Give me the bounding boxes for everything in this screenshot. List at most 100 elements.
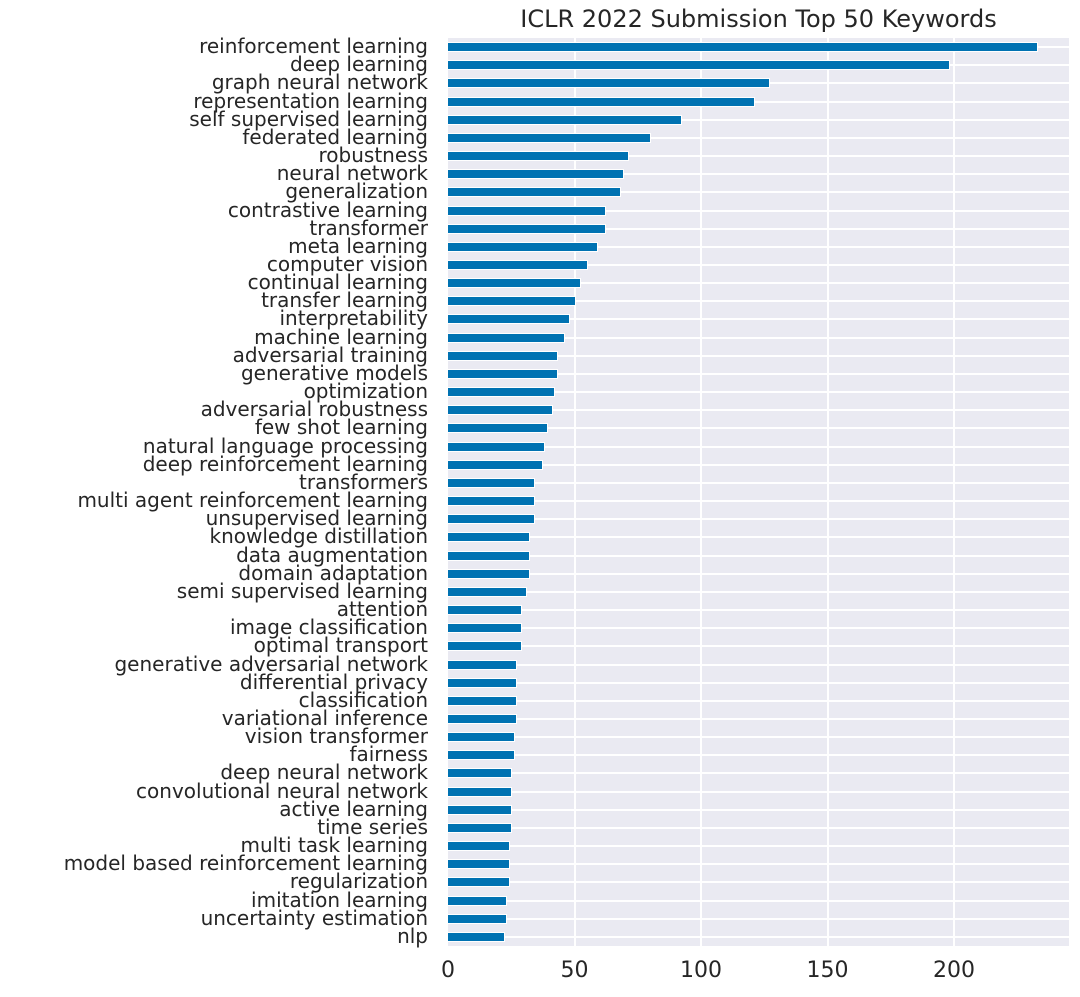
y-tick-label: self supervised learning <box>189 106 428 131</box>
y-tick-label: variational inference <box>221 706 428 730</box>
bar-neural-network <box>448 170 623 179</box>
bar-active-learning <box>448 805 512 814</box>
bar-robustness <box>448 152 628 161</box>
y-tick-label: attention <box>336 597 428 622</box>
bar-contrastive-learning <box>448 206 605 215</box>
bar-classification <box>448 696 517 705</box>
x-tick-label: 150 <box>806 958 849 983</box>
gridline-x-200 <box>953 38 955 946</box>
y-tick-label: nlp <box>397 923 428 948</box>
gridline-y <box>448 264 1069 266</box>
bar-generative-models <box>448 369 557 378</box>
gridline-y <box>448 826 1069 829</box>
gridline-y <box>448 300 1069 303</box>
gridline-y <box>448 336 1069 339</box>
bar-generalization <box>448 188 621 197</box>
bar-fairness <box>448 751 514 760</box>
y-tick-label: transformers <box>299 469 428 494</box>
y-tick-label: convolutional neural network <box>136 778 428 803</box>
bar-deep-neural-network <box>448 769 512 778</box>
y-tick-label: knowledge distillation <box>209 524 428 549</box>
x-tick-label: 0 <box>441 958 455 983</box>
bar-convolutional-neural-network <box>448 787 512 796</box>
y-tick-label: reinforcement learning <box>199 34 428 59</box>
bar-generative-adversarial-network <box>448 660 517 669</box>
bar-continual-learning <box>448 279 580 288</box>
y-tick-label: deep reinforcement learning <box>142 451 428 476</box>
gridline-y <box>448 863 1069 866</box>
y-tick-label: generative models <box>240 360 428 385</box>
y-tick-label: active learning <box>279 796 428 821</box>
gridline-y <box>448 354 1069 357</box>
gridline-y <box>448 935 1069 938</box>
bar-optimal-transport <box>448 642 522 651</box>
y-tick-label: deep learning <box>290 52 428 77</box>
gridline-y <box>448 718 1069 720</box>
bar-optimization <box>448 388 555 397</box>
gridline-y <box>448 645 1069 648</box>
gridline-x-50 <box>573 38 576 946</box>
chart-title: ICLR 2022 Submission Top 50 Keywords <box>520 5 997 33</box>
bar-transformers <box>448 478 535 487</box>
y-tick-label: multi task learning <box>240 833 428 858</box>
y-tick-label: generalization <box>285 179 428 204</box>
bar-model-based-reinforcement-learning <box>448 860 509 869</box>
plot-area <box>448 38 1069 946</box>
bar-transformer <box>448 224 605 233</box>
bar-uncertainty-estimation <box>448 914 507 923</box>
bar-semi-supervised-learning <box>448 587 527 596</box>
gridline-y <box>448 518 1069 521</box>
y-tick-label: federated learning <box>242 124 428 149</box>
y-tick-label: multi agent reinforcement learning <box>77 488 428 513</box>
bar-multi-agent-reinforcement-learning <box>448 497 535 506</box>
bar-variational-inference <box>448 715 517 723</box>
bar-vision-transformer <box>448 733 514 742</box>
y-tick-label: regularization <box>289 869 428 894</box>
y-tick-label: image classification <box>229 615 428 640</box>
y-tick-label: unsupervised learning <box>205 506 428 531</box>
gridline-y <box>448 790 1069 793</box>
bar-image-classification <box>448 624 522 633</box>
gridline-y <box>448 772 1069 775</box>
bar-knowledge-distillation <box>448 533 529 542</box>
bar-machine-learning <box>448 333 565 342</box>
bar-deep-learning <box>448 61 949 70</box>
bar-natural-language-processing <box>448 442 545 451</box>
gridline-y <box>448 118 1069 121</box>
gridline-y <box>448 372 1069 375</box>
bar-reinforcement-learning <box>448 43 1038 52</box>
gridline-y <box>448 481 1069 484</box>
x-tick-label: 50 <box>560 958 589 983</box>
y-tick-label: natural language processing <box>142 433 428 458</box>
gridline-y <box>448 917 1069 920</box>
bar-meta-learning <box>448 242 598 251</box>
gridline-y <box>448 427 1069 430</box>
bar-adversarial-training <box>448 351 557 360</box>
bar-deep-reinforcement-learning <box>448 460 542 469</box>
y-tick-label: fairness <box>349 742 428 767</box>
y-tick-label: model based reinforcement learning <box>63 851 428 876</box>
y-tick-label: continual learning <box>247 270 428 295</box>
bar-federated-learning <box>448 133 651 142</box>
y-tick-label: uncertainty estimation <box>200 905 428 930</box>
gridline-y <box>448 227 1069 230</box>
bar-transfer-learning <box>448 297 575 306</box>
y-tick-label: meta learning <box>288 233 428 258</box>
bar-regularization <box>448 878 509 887</box>
gridline-y <box>448 899 1069 902</box>
gridline-y <box>448 736 1069 739</box>
gridline-y <box>448 173 1069 176</box>
bar-computer-vision <box>448 261 588 269</box>
gridline-y <box>448 881 1069 884</box>
y-tick-label: contrastive learning <box>227 197 428 222</box>
y-tick-label: data augmentation <box>236 542 428 567</box>
y-tick-label: classification <box>298 687 428 712</box>
gridline-y <box>448 754 1069 757</box>
bar-multi-task-learning <box>448 842 509 851</box>
y-tick-label: robustness <box>318 143 428 168</box>
gridline-y <box>448 808 1069 811</box>
bar-attention <box>448 606 522 615</box>
y-tick-label: generative adversarial network <box>114 651 428 676</box>
y-tick-label: representation learning <box>193 88 428 113</box>
bar-adversarial-robustness <box>448 406 552 415</box>
